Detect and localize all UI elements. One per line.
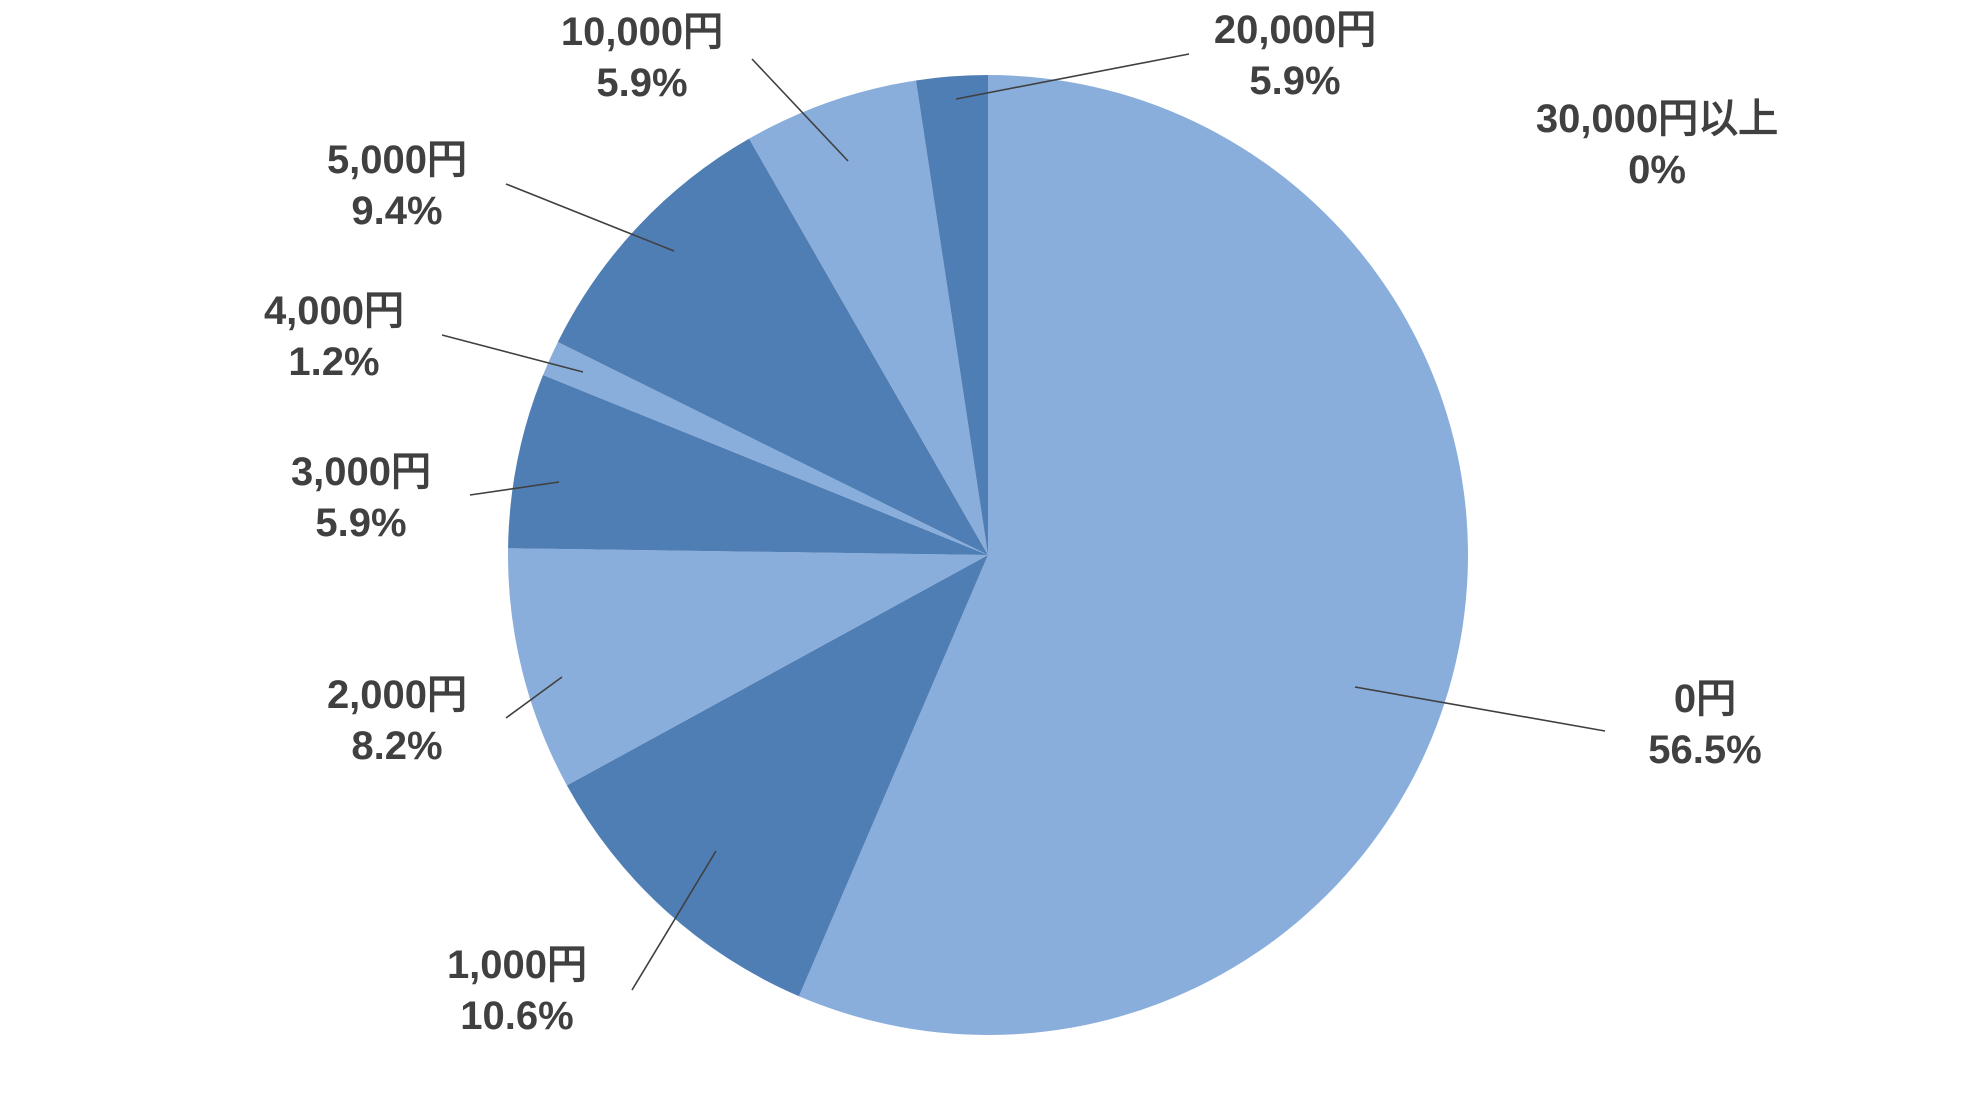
slice-category-label: 5,000円 xyxy=(327,138,467,182)
leader-lines-layer xyxy=(441,53,1606,991)
leader-line-2000 xyxy=(505,676,563,719)
slice-percent-label: 5.9% xyxy=(1249,59,1340,103)
slice-percent-label: 1.2% xyxy=(288,340,379,384)
slice-label-0: 0円 56.5% xyxy=(1648,677,1761,772)
slice-percent-label: 5.9% xyxy=(596,61,687,105)
pie-slice-3000 xyxy=(508,374,988,555)
pie-slice-20000 xyxy=(915,75,988,555)
slice-category-label: 4,000円 xyxy=(264,289,404,333)
pie-slice-2000 xyxy=(508,548,988,786)
slices-layer xyxy=(508,75,1468,1035)
slice-label-10000: 10,000円 5.9% xyxy=(561,10,723,105)
slice-percent-label: 10.6% xyxy=(460,994,573,1038)
slice-label-3000: 3,000円 5.9% xyxy=(291,450,431,545)
slice-category-label: 1,000円 xyxy=(447,943,587,987)
slice-category-label: 3,000円 xyxy=(291,450,431,494)
slice-percent-label: 9.4% xyxy=(351,189,442,233)
pie-slice-4000 xyxy=(543,342,988,555)
pie-slice-0 xyxy=(798,75,1468,1035)
leader-line-4000 xyxy=(441,334,584,373)
slice-label-1000: 1,000円 10.6% xyxy=(447,943,587,1038)
pie-slice-5000 xyxy=(557,138,988,555)
labels-layer: 0円 56.5% 1,000円 10.6% 2,000円 8.2% 3,000円 5.9% 4,… xyxy=(264,8,1778,1038)
slice-label-20000: 20,000円 5.9% xyxy=(1214,8,1376,103)
slice-category-label: 0円 xyxy=(1674,677,1736,721)
slice-label-4000: 4,000円 1.2% xyxy=(264,289,404,384)
slice-percent-label: 5.9% xyxy=(315,501,406,545)
slice-category-label: 10,000円 xyxy=(561,10,723,54)
leader-line-1000 xyxy=(631,850,717,991)
pie-slice-10000 xyxy=(749,80,988,555)
leader-line-5000 xyxy=(505,183,675,252)
slice-category-label: 20,000円 xyxy=(1214,8,1376,52)
leader-line-3000 xyxy=(469,481,560,496)
pie-slice-1000 xyxy=(566,555,988,997)
leader-line-20000 xyxy=(955,53,1190,100)
slice-label-30000: 30,000円以上 0% xyxy=(1536,97,1778,192)
slice-percent-label: 8.2% xyxy=(351,724,442,768)
slice-category-label: 30,000円以上 xyxy=(1536,97,1778,141)
slice-percent-label: 0% xyxy=(1628,148,1686,192)
slice-category-label: 2,000円 xyxy=(327,673,467,717)
leader-line-10000 xyxy=(751,58,849,162)
slice-percent-label: 56.5% xyxy=(1648,728,1761,772)
leader-line-0 xyxy=(1354,686,1606,732)
slice-label-5000: 5,000円 9.4% xyxy=(327,138,467,233)
slice-label-2000: 2,000円 8.2% xyxy=(327,673,467,768)
